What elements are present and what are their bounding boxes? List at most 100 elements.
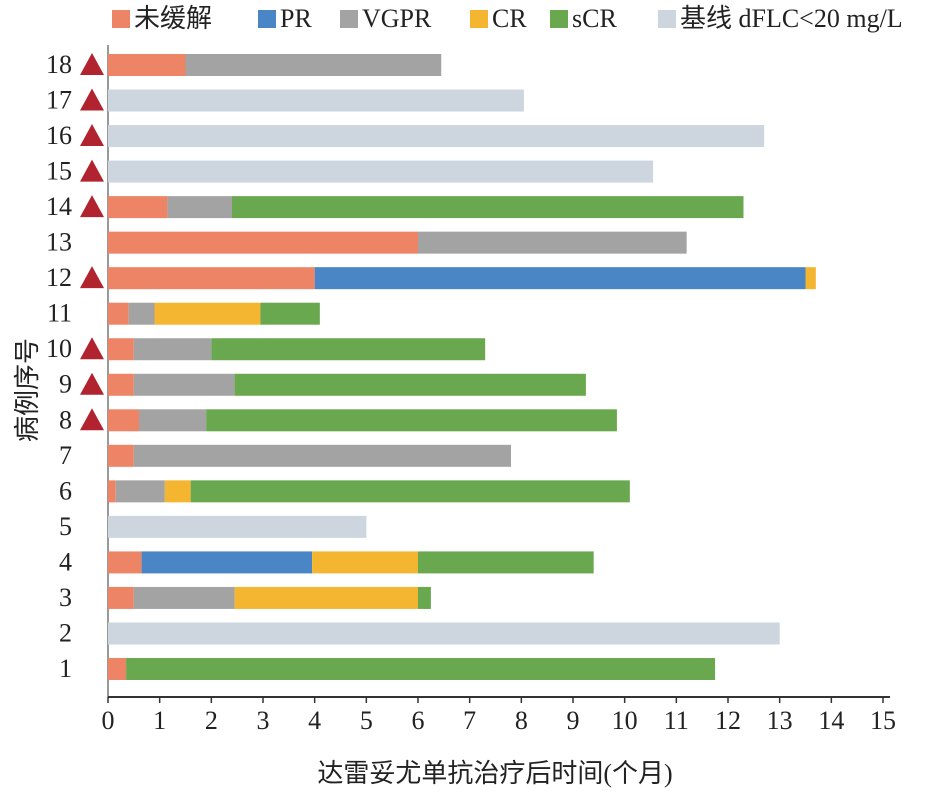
x-tick-label: 1	[153, 706, 166, 735]
y-tick-label: 18	[46, 50, 72, 79]
x-tick-label: 6	[412, 706, 425, 735]
x-tick-label: 8	[515, 706, 528, 735]
bar-segment	[108, 267, 315, 290]
bar-segment	[190, 480, 630, 503]
legend-swatch	[112, 10, 130, 28]
bar-segment	[260, 302, 320, 325]
x-tick-label: 15	[870, 706, 896, 735]
bar-segment	[108, 444, 134, 467]
triangle-marker	[80, 88, 104, 111]
triangle-marker	[80, 159, 104, 182]
legend-swatch	[340, 10, 358, 28]
bar-segment	[108, 196, 168, 219]
y-axis-label: 病例序号	[13, 338, 42, 442]
legend-label: PR	[280, 4, 312, 33]
y-tick-label: 3	[59, 583, 72, 612]
bar-segment	[108, 160, 654, 183]
y-tick-label: 5	[59, 512, 72, 541]
triangle-marker	[80, 53, 104, 75]
bar-segment	[108, 54, 186, 76]
y-tick-label: 12	[46, 263, 72, 292]
bar-segment	[108, 658, 127, 680]
bar-segment	[115, 480, 165, 503]
legend-label: 基线 dFLC<20 mg/L	[680, 4, 903, 33]
bar-segment	[133, 586, 235, 609]
x-tick-label: 4	[308, 706, 321, 735]
y-tick-label: 10	[46, 334, 72, 363]
legend-swatch	[258, 10, 276, 28]
y-tick-label: 2	[59, 618, 72, 647]
bar-segment	[128, 302, 155, 325]
legend-label: CR	[492, 4, 527, 33]
y-tick-label: 17	[46, 85, 72, 114]
bar-segment	[108, 302, 129, 325]
bar-segment	[133, 338, 212, 361]
bar-segment	[108, 551, 142, 574]
x-tick-label: 7	[463, 706, 476, 735]
y-tick-label: 11	[47, 299, 72, 328]
bar-segment	[108, 480, 116, 503]
legend-label: 未缓解	[134, 4, 212, 33]
x-tick-label: 14	[818, 706, 844, 735]
bar-segment	[418, 586, 431, 609]
legend-label: sCR	[572, 4, 617, 33]
bar-segment	[418, 231, 687, 254]
bar-segment	[232, 196, 744, 219]
y-tick-label: 8	[59, 405, 72, 434]
y-tick-label: 7	[59, 441, 72, 470]
bar-segment	[133, 444, 512, 467]
legend-label: VGPR	[362, 4, 432, 33]
bar-segment	[108, 515, 367, 538]
legend-swatch	[470, 10, 488, 28]
bar-segment	[141, 551, 313, 574]
bar-segment	[139, 409, 207, 432]
bar-segment	[108, 373, 134, 396]
bar-segment	[108, 89, 524, 112]
y-tick-label: 14	[46, 192, 72, 221]
x-tick-label: 0	[102, 706, 115, 735]
bar-segment	[108, 622, 780, 645]
bar-segment	[234, 586, 418, 609]
triangle-marker	[80, 372, 104, 395]
bar-segment	[185, 54, 442, 76]
x-tick-label: 2	[205, 706, 218, 735]
triangle-marker	[80, 124, 104, 147]
legend-swatch	[550, 10, 568, 28]
bar-segment	[167, 196, 232, 219]
x-tick-label: 12	[715, 706, 741, 735]
bar-segment	[133, 373, 235, 396]
triangle-marker	[80, 195, 104, 218]
y-tick-label: 1	[59, 654, 72, 683]
triangle-marker	[80, 266, 104, 289]
bar-segment	[126, 658, 716, 680]
y-tick-label: 6	[59, 476, 72, 505]
x-tick-label: 9	[567, 706, 580, 735]
x-tick-label: 11	[664, 706, 689, 735]
bar-segment	[108, 231, 418, 254]
bar-segment	[418, 551, 594, 574]
y-tick-label: 4	[59, 547, 72, 576]
x-tick-label: 13	[767, 706, 793, 735]
y-tick-label: 13	[46, 228, 72, 257]
bar-segment	[206, 409, 617, 432]
x-axis-label: 达雷妥尤单抗治疗后时间(个月)	[317, 759, 672, 788]
bar-segment	[108, 409, 139, 432]
bar-segment	[154, 302, 261, 325]
bar-segment	[108, 338, 134, 361]
x-tick-label: 3	[257, 706, 270, 735]
bar-segment	[108, 125, 765, 148]
bar-segment	[164, 480, 191, 503]
bar-segment	[312, 551, 418, 574]
legend-swatch	[658, 10, 676, 28]
bar-segment	[314, 267, 806, 290]
bar-segment	[805, 267, 816, 290]
y-tick-label: 16	[46, 121, 72, 150]
x-tick-label: 10	[612, 706, 638, 735]
y-tick-label: 9	[59, 370, 72, 399]
triangle-marker	[80, 337, 104, 360]
bar-segment	[108, 586, 134, 609]
triangle-marker	[80, 408, 104, 431]
bar-segment	[234, 373, 586, 396]
x-tick-label: 5	[360, 706, 373, 735]
